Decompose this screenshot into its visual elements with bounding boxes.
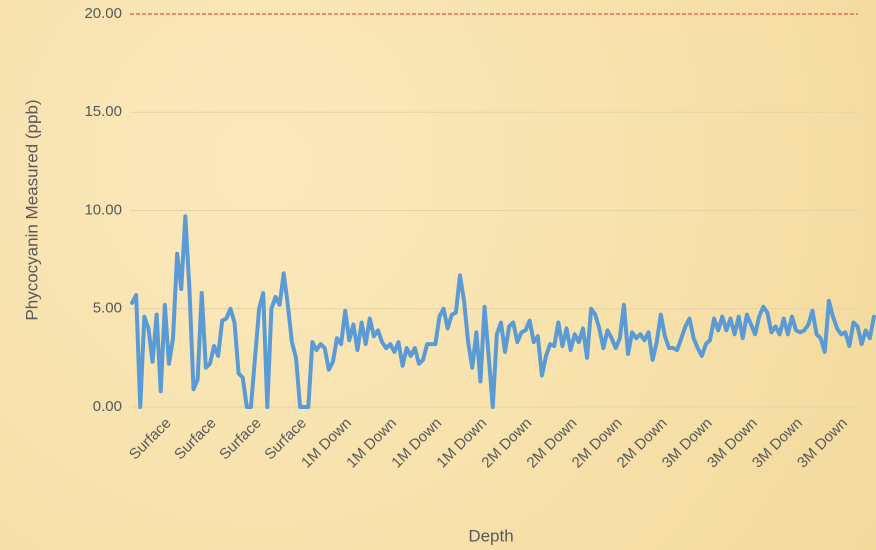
y-tick-label: 5.00 [93,300,122,317]
y-tick-label: 0.00 [93,398,122,415]
x-tick-label: Surface [216,415,265,464]
x-tick-label: Surface [126,415,175,464]
y-tick-label: 10.00 [84,201,122,218]
x-tick-label: 3M Down [794,415,851,472]
data-line [130,214,876,409]
y-axis-title: Phycocyanin Measured (ppb) [22,99,41,320]
y-tick-label: 20.00 [84,5,122,22]
y-tick-label: 15.00 [84,103,122,120]
x-axis-title: Depth [468,526,513,545]
x-tick-label: Surface [171,415,220,464]
